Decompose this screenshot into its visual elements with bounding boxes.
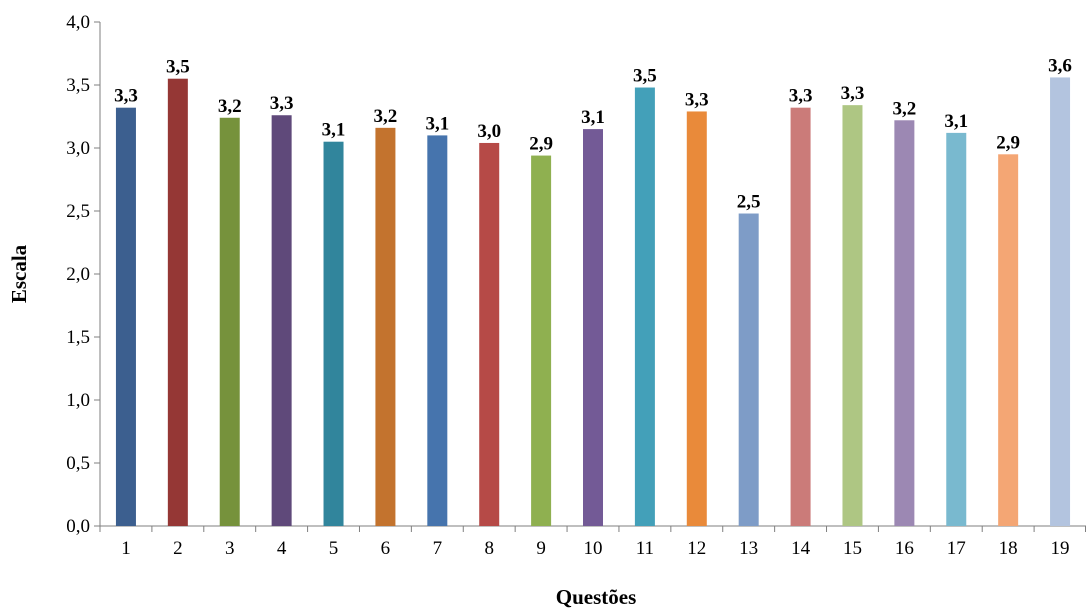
y-tick-label: 0,5	[66, 453, 90, 474]
y-tick-label: 0,0	[66, 516, 90, 537]
bar-18	[998, 154, 1019, 527]
bar-9	[531, 155, 552, 526]
data-label-10: 3,1	[581, 107, 605, 128]
x-tick-label-10: 10	[584, 538, 603, 559]
bars	[115, 77, 1071, 527]
bar-8	[479, 142, 500, 526]
x-tick-label-13: 13	[739, 538, 758, 559]
bar-19	[1050, 77, 1071, 526]
x-axis-title: Questões	[556, 585, 637, 609]
data-label-15: 3,3	[841, 83, 865, 104]
data-label-12: 3,3	[685, 89, 709, 110]
y-tick-label: 3,5	[66, 75, 90, 96]
x-tick-label-2: 2	[173, 538, 183, 559]
bar-5	[323, 141, 344, 526]
bar-4	[271, 115, 292, 527]
x-tick-label-9: 9	[536, 538, 546, 559]
bar-12	[686, 111, 707, 527]
x-tick-label-8: 8	[484, 538, 494, 559]
bar-2	[167, 78, 188, 526]
x-tick-label-15: 15	[843, 538, 862, 559]
bar-16	[894, 120, 915, 526]
data-label-14: 3,3	[789, 86, 813, 107]
data-label-13: 2,5	[737, 192, 761, 213]
data-label-11: 3,5	[633, 66, 657, 87]
x-tick-label-16: 16	[895, 538, 914, 559]
y-tick-label: 1,0	[66, 390, 90, 411]
x-tick-label-12: 12	[687, 538, 706, 559]
bar-7	[427, 135, 448, 526]
y-tick-label: 1,5	[66, 327, 90, 348]
x-tick-label-3: 3	[225, 538, 235, 559]
data-label-9: 2,9	[529, 134, 553, 155]
x-tick-label-18: 18	[999, 538, 1018, 559]
data-label-6: 3,2	[374, 106, 398, 127]
y-axis-title: Escala	[7, 244, 31, 303]
data-labels: 3,3 3,5 3,2 3,3 3,1 3,2 3,1 3,0 2,9 3,1 3,5 3,3 2,5 3…	[114, 55, 1072, 212]
x-tick-label-4: 4	[277, 538, 287, 559]
x-tick-label-11: 11	[636, 538, 654, 559]
data-label-19: 3,6	[1048, 55, 1072, 76]
bar-13	[738, 213, 759, 526]
data-label-1: 3,3	[114, 86, 138, 107]
y-tick-label: 4,0	[66, 12, 90, 33]
data-label-2: 3,5	[166, 57, 190, 78]
bar-15	[842, 105, 863, 526]
data-label-17: 3,1	[944, 111, 968, 132]
data-label-16: 3,2	[892, 98, 916, 119]
bar-1	[115, 107, 136, 527]
data-label-4: 3,3	[270, 93, 294, 114]
data-label-8: 3,0	[477, 121, 501, 142]
bar-14	[790, 107, 811, 527]
y-tick-label: 2,5	[66, 201, 90, 222]
y-tick-label: 2,0	[66, 264, 90, 285]
bar-10	[583, 129, 603, 526]
bar-6	[375, 127, 396, 526]
x-axis: 1 2 3 4 5 6 7 8 9 10 11 12 13 14 15 16 17 18 19	[99, 525, 1086, 559]
y-axis: 0,0 0,5 1,0 1,5 2,0 2,5 3,0 3,5 4,0	[66, 12, 101, 537]
x-tick-label-7: 7	[433, 538, 443, 559]
x-tick-label-14: 14	[791, 538, 811, 559]
data-label-5: 3,1	[322, 120, 346, 141]
x-tick-label-19: 19	[1051, 538, 1070, 559]
x-tick-label-1: 1	[121, 538, 131, 559]
bar-3	[219, 117, 240, 526]
x-tick-label-6: 6	[381, 538, 391, 559]
x-tick-label-5: 5	[329, 538, 339, 559]
bar-11	[634, 87, 655, 527]
data-label-18: 2,9	[996, 132, 1020, 153]
data-label-7: 3,1	[425, 113, 449, 134]
x-tick-label-17: 17	[947, 538, 966, 559]
y-tick-label: 3,0	[66, 138, 90, 159]
data-label-3: 3,2	[218, 96, 242, 117]
bar-17	[946, 132, 967, 526]
